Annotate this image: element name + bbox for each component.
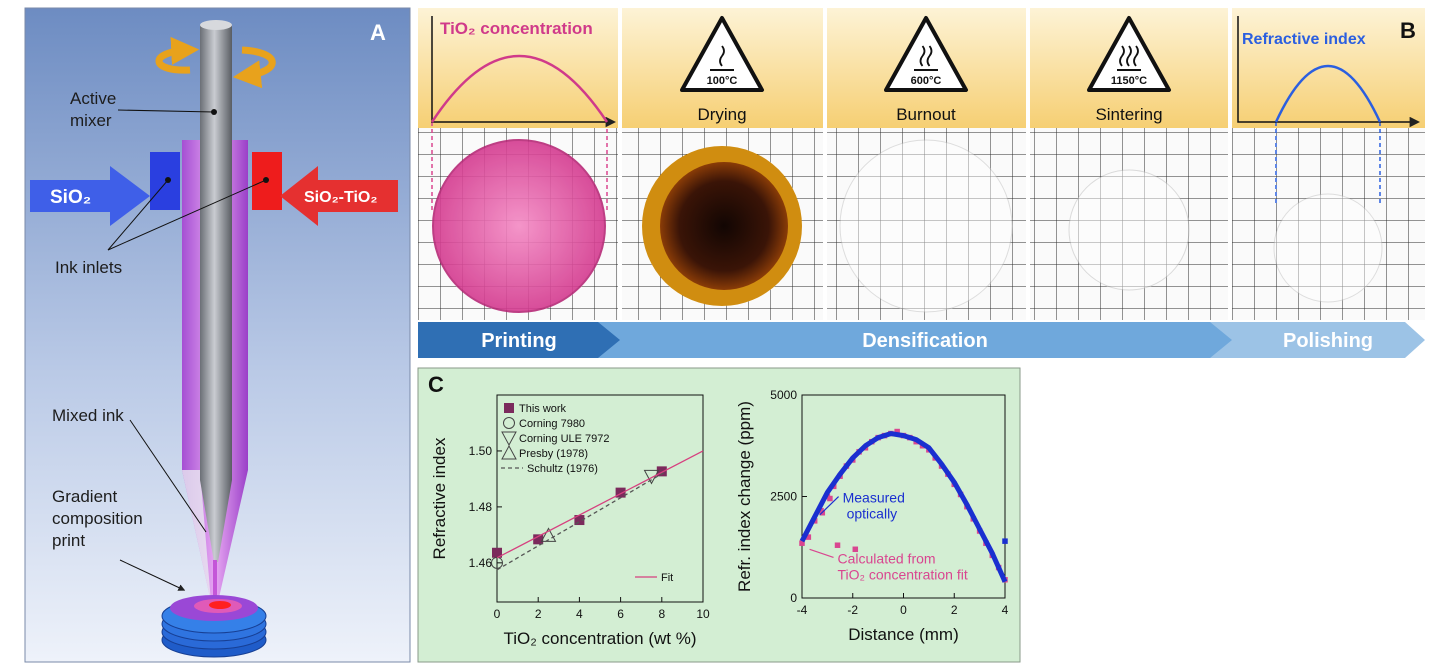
stage-label: Polishing xyxy=(1283,330,1373,352)
x-tick-label: -4 xyxy=(797,603,808,617)
y-tick-label: 1.46 xyxy=(469,556,493,570)
x-tick-label: 0 xyxy=(494,607,501,621)
y-tick-label: 2500 xyxy=(770,490,797,504)
x-tick-label: 0 xyxy=(900,603,907,617)
leader-dot xyxy=(211,109,217,115)
x-axis-label: Distance (mm) xyxy=(848,625,959,644)
printed-disk xyxy=(433,140,605,312)
legend-label: This work xyxy=(519,403,567,415)
stage-label: Printing xyxy=(481,330,557,352)
legend-label: Presby (1978) xyxy=(519,448,588,460)
legend-label: Schultz (1976) xyxy=(527,463,598,475)
temperature-label: 600°C xyxy=(911,75,942,87)
y-tick-label: 1.50 xyxy=(469,444,493,458)
step-label: Drying xyxy=(697,105,746,124)
data-point xyxy=(835,542,841,548)
y-tick-label: 1.48 xyxy=(469,500,493,514)
y-axis-label: Refr. index change (ppm) xyxy=(735,401,754,592)
concentration-label: TiO₂ concentration xyxy=(440,19,593,38)
mixed-ink-label: Mixed ink xyxy=(52,405,124,427)
ink-inlets-label: Ink inlets xyxy=(55,257,122,279)
x-tick-label: 4 xyxy=(576,607,583,621)
panel-letter: A xyxy=(370,20,386,45)
panel-c: C 0 2 4 6 8 10 1.46 1.48 1.50 TiO₂ concentration … xyxy=(418,368,1020,662)
x-tick-label: 2 xyxy=(951,603,958,617)
x-tick-label: 2 xyxy=(535,607,542,621)
polished-disk xyxy=(1274,194,1382,302)
x-tick-label: 4 xyxy=(1002,603,1009,617)
panel-letter: C xyxy=(428,372,444,397)
shaft-top xyxy=(200,20,232,30)
dried-disk xyxy=(660,162,788,290)
x-tick-label: 6 xyxy=(617,607,624,621)
x-axis-label: TiO₂ concentration (wt %) xyxy=(503,629,696,648)
leader-dot xyxy=(165,177,171,183)
sintered-disk xyxy=(1069,170,1189,290)
panel-b: B TiO₂ concentration Refractive index 10… xyxy=(418,8,1425,358)
legend-swatch xyxy=(504,403,514,413)
inlet-blue xyxy=(150,152,180,210)
burnout-disk xyxy=(840,140,1012,312)
active-mixer-label: Active mixer xyxy=(70,88,150,132)
panel-letter: B xyxy=(1400,18,1416,43)
sio2-tio2-label: SiO₂-TiO₂ xyxy=(304,189,377,206)
temperature-label: 100°C xyxy=(707,75,738,87)
x-tick-label: 8 xyxy=(658,607,665,621)
legend-label: Corning 7980 xyxy=(519,418,585,430)
figure-page: A SiO₂ SiO₂-TiO₂ B TiO₂ concentration Re… xyxy=(0,0,1443,666)
legend-label: Corning ULE 7972 xyxy=(519,433,610,445)
stage-label: Densification xyxy=(862,330,988,352)
sio2-label: SiO₂ xyxy=(50,187,91,208)
step-label: Sintering xyxy=(1095,105,1162,124)
print-label: Gradient composition print xyxy=(52,486,157,552)
x-tick-label: -2 xyxy=(847,603,858,617)
step-label: Burnout xyxy=(896,105,956,124)
legend-label: Fit xyxy=(661,572,673,584)
y-tick-label: 0 xyxy=(790,591,797,605)
y-axis-label: Refractive index xyxy=(430,437,449,559)
leader-dot xyxy=(263,177,269,183)
index-label: Refractive index xyxy=(1242,31,1366,48)
temperature-label: 1150°C xyxy=(1111,75,1147,87)
data-point xyxy=(1002,538,1008,544)
mixer-shaft xyxy=(200,25,232,480)
printed-part xyxy=(162,595,266,657)
y-tick-label: 5000 xyxy=(770,388,797,402)
x-tick-label: 10 xyxy=(696,607,710,621)
figure: A SiO₂ SiO₂-TiO₂ B TiO₂ concentration Re… xyxy=(0,0,1443,666)
